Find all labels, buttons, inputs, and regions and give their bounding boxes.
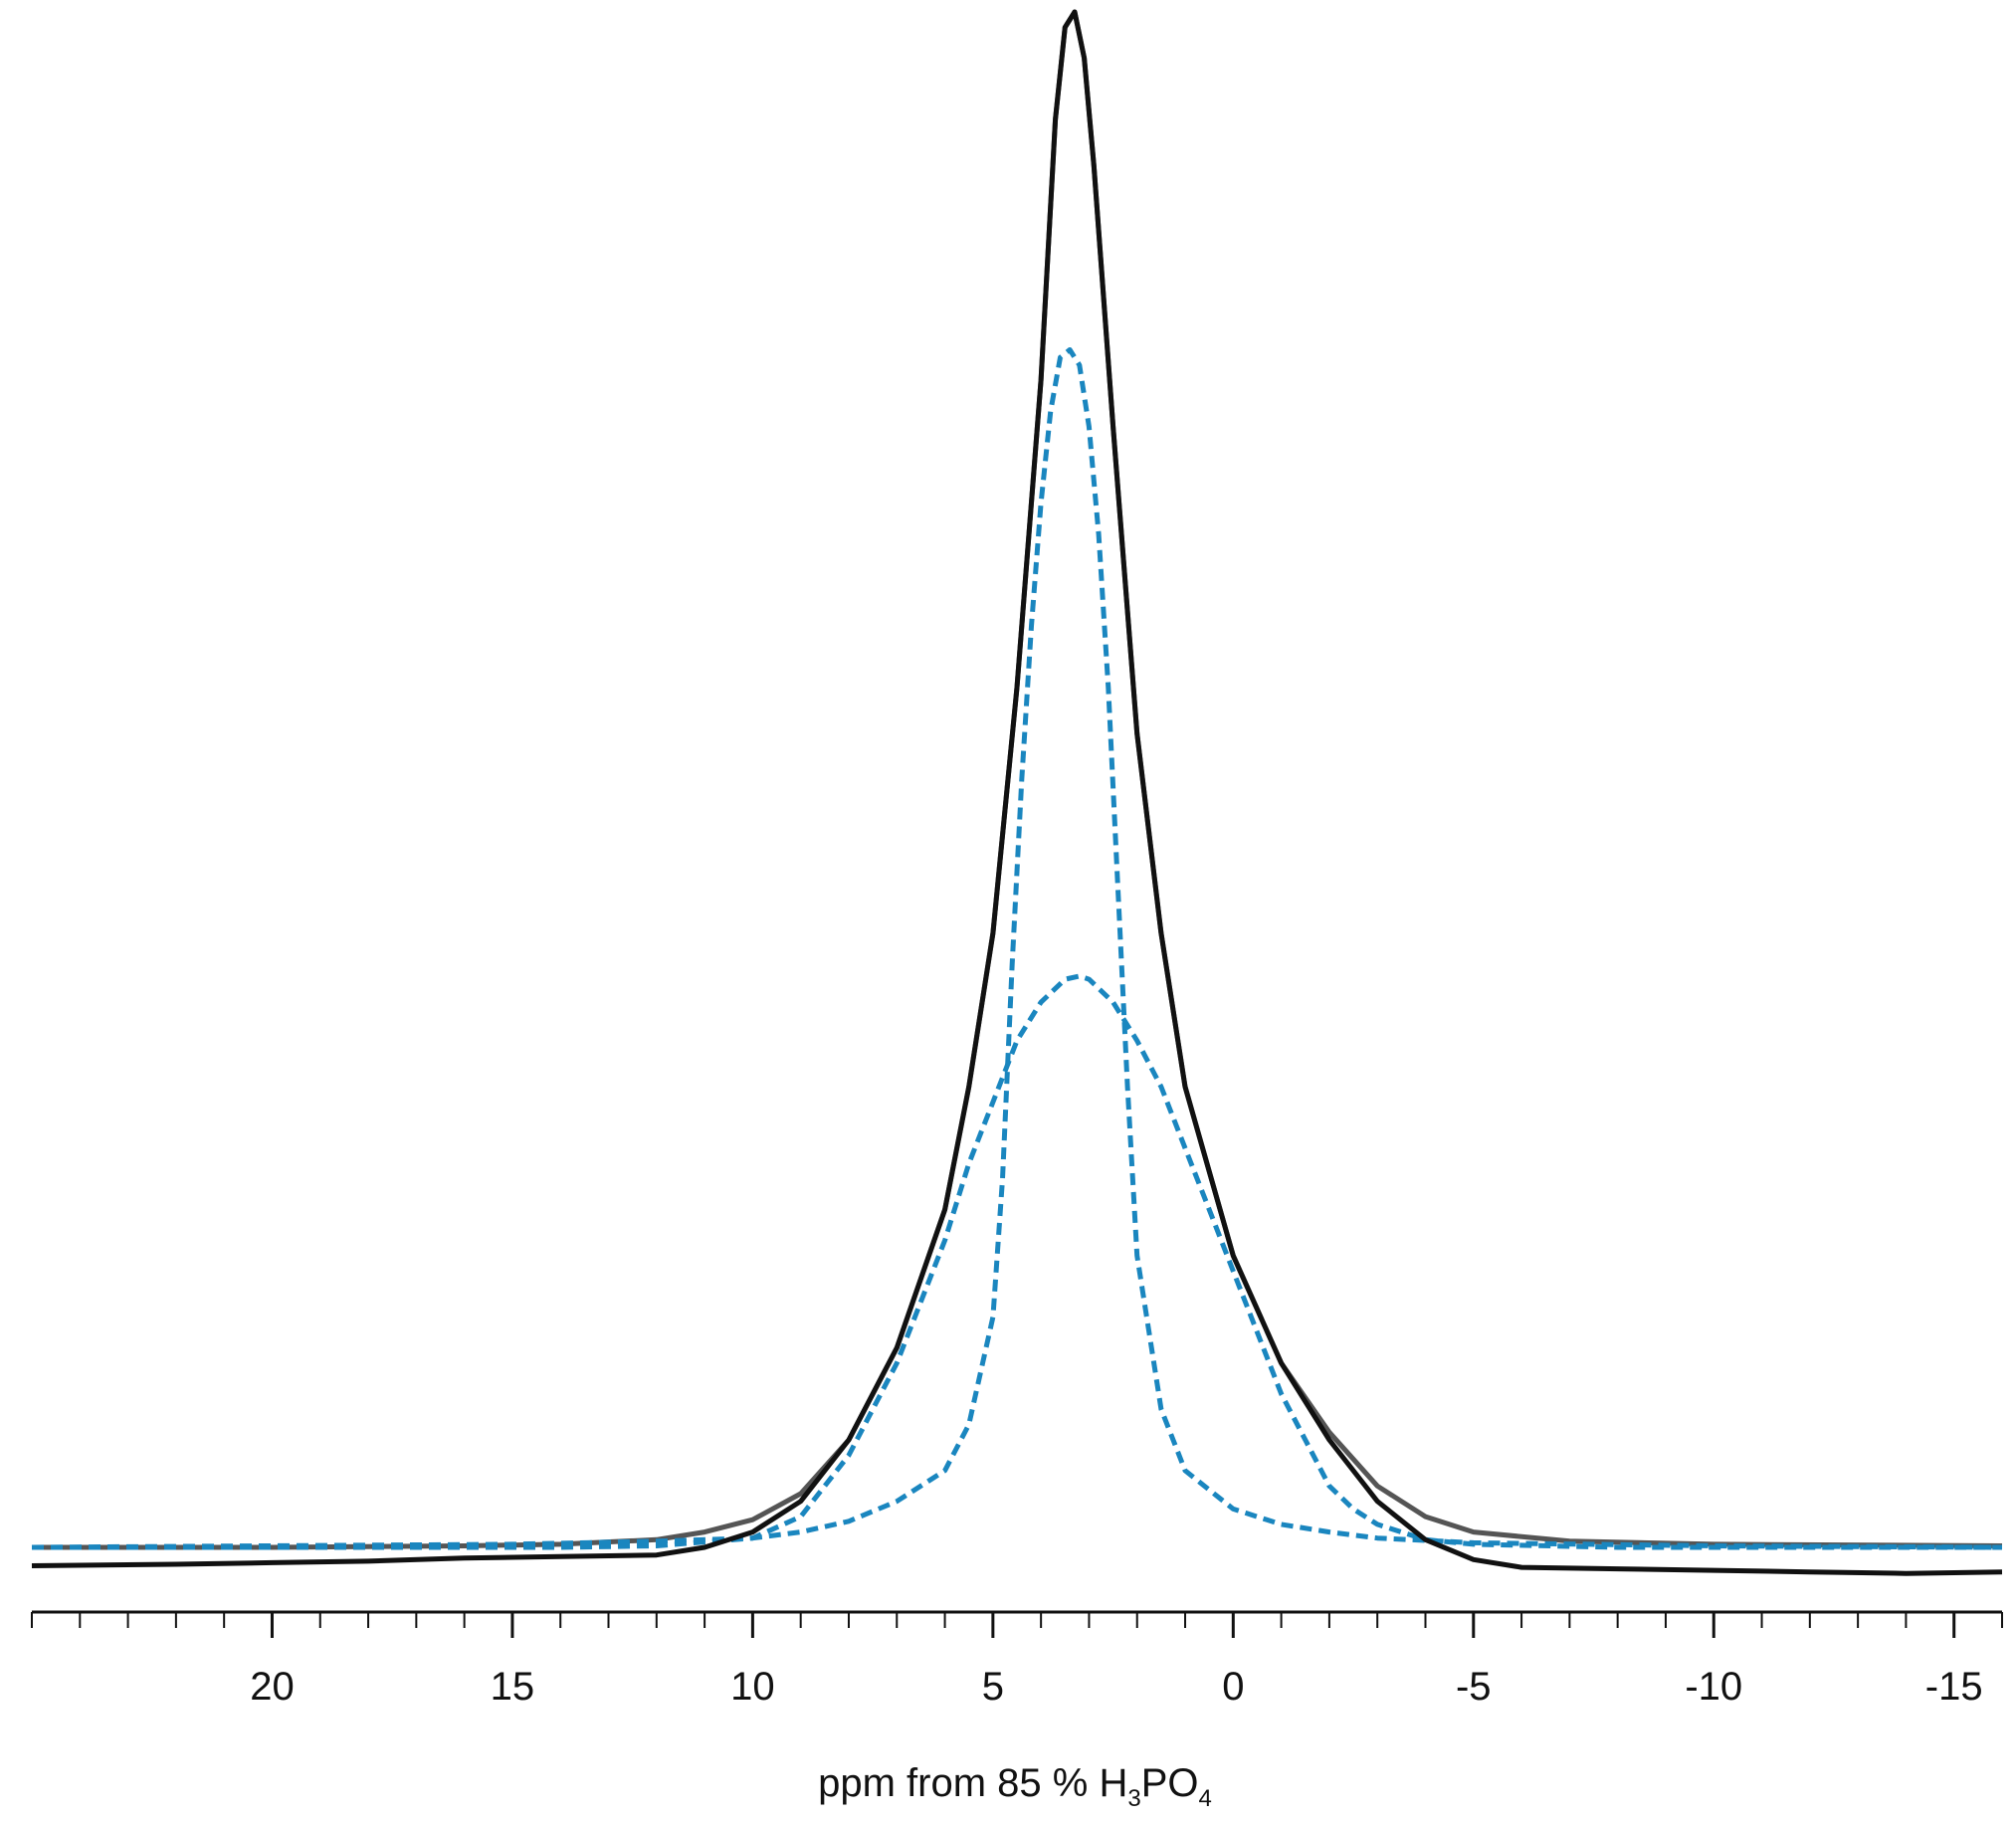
component-curve-2 [31,347,2003,1550]
tick-label: -15 [1925,1665,1983,1709]
x-axis-ticks [31,1612,2003,1638]
x-axis-tick-labels: 20 15 10 5 0 -5 -10 -15 [250,1665,1982,1709]
tick-label: 15 [491,1665,535,1709]
spectrum-curves [31,9,2003,1576]
x-axis-title-main: ppm from 85 % H [818,1761,1127,1805]
x-axis-title-subscript-4: 4 [1199,1785,1212,1812]
x-axis-title: ppm from 85 % H3PO4 [818,1761,1212,1812]
tick-label: 20 [250,1665,295,1709]
fit-curve [32,9,2003,1550]
x-axis-title-po: PO [1141,1761,1199,1805]
tick-label: 5 [982,1665,1004,1709]
tick-label: -10 [1685,1665,1742,1709]
component-curve-3 [32,973,2002,1550]
experimental-curve [31,9,2003,1576]
tick-label: 10 [730,1665,775,1709]
x-axis-title-subscript-3: 3 [1127,1785,1140,1812]
tick-label: 0 [1222,1665,1244,1709]
tick-label: -5 [1456,1665,1492,1709]
